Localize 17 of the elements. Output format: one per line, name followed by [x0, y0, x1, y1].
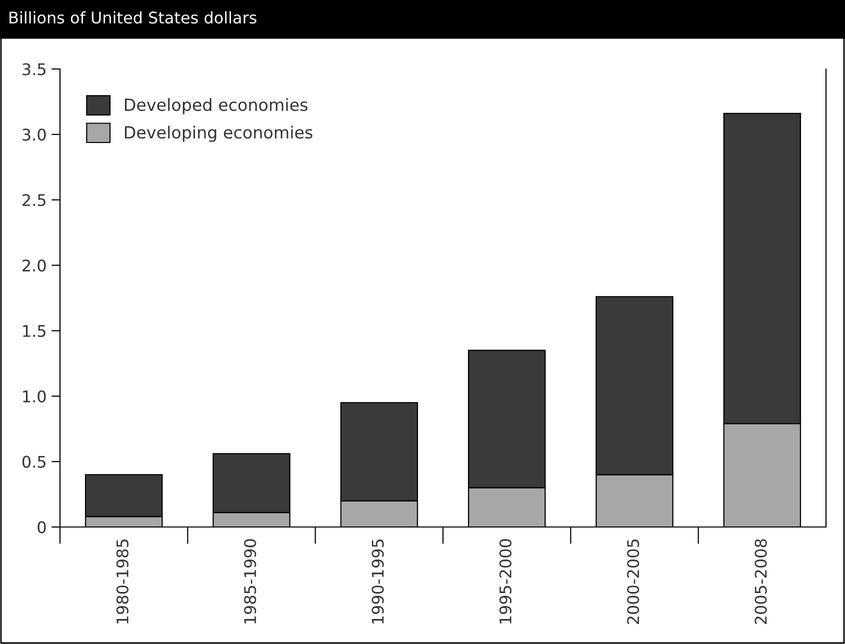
legend-label: Developing economies — [124, 126, 312, 142]
y-tick-label: 3.0 — [22, 128, 46, 141]
y-tick-label: 0 — [38, 521, 46, 534]
y-tick-label: 2.0 — [22, 260, 46, 272]
y-tick-label: 0.5 — [22, 456, 46, 468]
y-tick-label: 2.5 — [22, 194, 46, 206]
y-tick-label: 1.0 — [23, 390, 46, 402]
x-tick-label: 2005-2008 — [754, 539, 767, 624]
y-tick-label: 1.5 — [23, 325, 46, 338]
x-tick-label: 1980-1985 — [116, 540, 128, 624]
x-tick-label: 2000-2005 — [627, 540, 640, 624]
x-tick-label: 1985-1990 — [244, 539, 256, 624]
x-tick-label: 1995-2000 — [499, 539, 512, 624]
chart-title: Billions of United States dollars — [10, 11, 256, 24]
legend-label: Developed economies — [124, 98, 308, 114]
y-tick-label: 3.5 — [22, 63, 46, 76]
x-tick-label: 1990-1995 — [372, 540, 384, 624]
